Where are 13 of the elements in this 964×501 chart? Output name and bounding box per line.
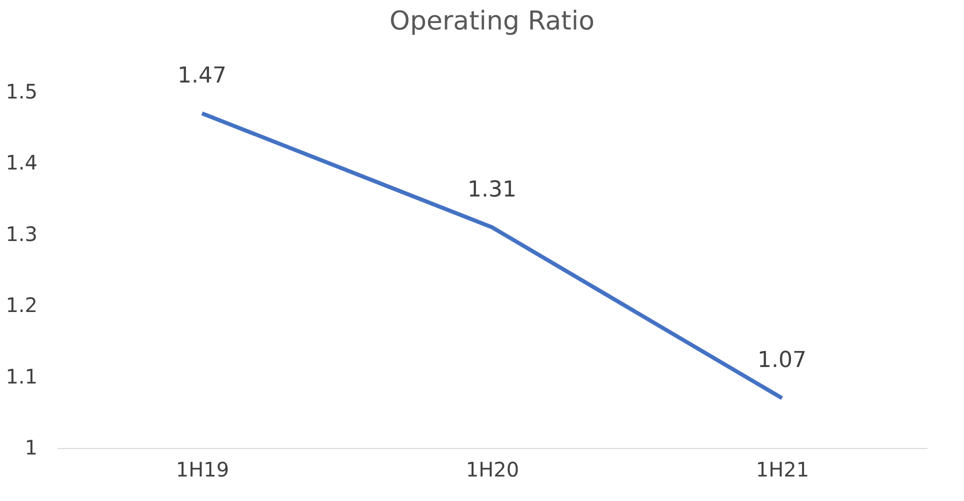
data-label: 1.07 <box>758 348 806 374</box>
y-tick-label: 1.3 <box>6 222 38 246</box>
y-tick-label: 1 <box>24 436 38 460</box>
data-label: 1.47 <box>178 63 226 88</box>
x-tick-label: 1H21 <box>756 458 810 482</box>
y-tick-label: 1.2 <box>6 293 38 318</box>
y-tick-label: 1.4 <box>6 150 38 175</box>
y-tick-label: 1.5 <box>6 80 38 104</box>
data-label: 1.31 <box>468 177 516 202</box>
x-tick-label: 1H19 <box>176 458 230 482</box>
x-tick-label: 1H20 <box>466 458 520 482</box>
chart-title: Operating Ratio <box>389 6 595 36</box>
y-tick-label: 1.1 <box>6 364 38 388</box>
